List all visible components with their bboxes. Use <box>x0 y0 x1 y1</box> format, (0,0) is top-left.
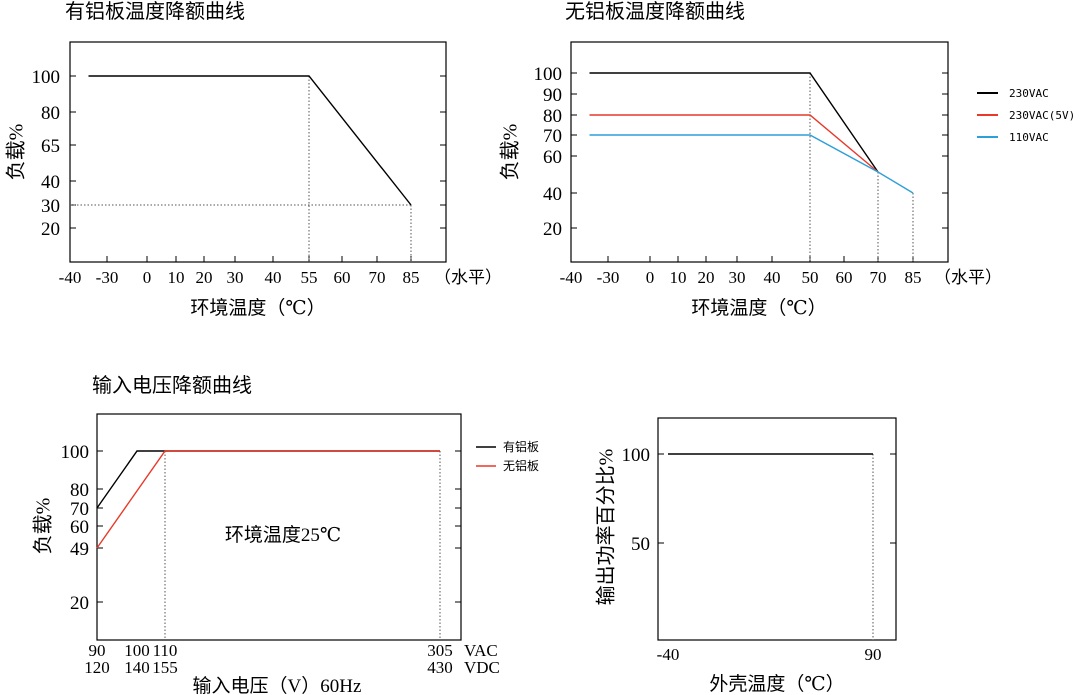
y-tick-label: 100 <box>622 445 651 466</box>
y-tick-label: 80 <box>70 480 89 501</box>
plot-frame <box>69 41 447 263</box>
legend-label: 无铝板 <box>503 458 539 473</box>
series-line <box>589 134 914 194</box>
y-tick-label: 80 <box>41 103 60 124</box>
y-tick-label: 30 <box>41 196 60 217</box>
y-tick-label: 20 <box>41 219 60 240</box>
x-tick-label-vac: 305 <box>427 641 453 660</box>
x-tick-label: 40 <box>265 268 282 287</box>
x-tick-label: 85 <box>403 268 420 287</box>
series-line <box>589 114 879 173</box>
y-tick-label: 50 <box>631 534 650 555</box>
x-tick-label-vac: 110 <box>153 641 178 660</box>
x-tick-label: 55 <box>301 268 318 287</box>
x-tick-label-vdc: 430 <box>427 658 453 677</box>
plot-frame <box>657 417 897 641</box>
chart-title: 有铝板温度降额曲线 <box>65 0 245 23</box>
x-tick-label-vdc: 155 <box>152 658 178 677</box>
x-tick-label: 90 <box>865 645 882 664</box>
x-tick-label: 70 <box>369 268 386 287</box>
legend-label: 230VAC <box>1009 87 1049 100</box>
x-tick-label: 60 <box>836 268 853 287</box>
x-tick-label: 10 <box>670 268 687 287</box>
y-axis-label: 输出功率百分比% <box>595 449 618 606</box>
x-tick-label: 60 <box>334 268 351 287</box>
y-tick-label: 70 <box>543 126 562 147</box>
x-tick-label: -40 <box>59 268 82 287</box>
x-tick-label: 85 <box>905 268 922 287</box>
y-tick-label: 40 <box>41 172 60 193</box>
x-tick-label-vdc: 120 <box>84 658 110 677</box>
x-tick-label-vac: 90 <box>89 641 106 660</box>
y-tick-label: 100 <box>32 67 61 88</box>
x-tick-label: 70 <box>870 268 887 287</box>
y-tick-label: 90 <box>543 85 562 106</box>
x-axis-label: 环境温度（℃） <box>190 297 325 319</box>
x-tick-label-vac: 100 <box>124 641 150 660</box>
x-tick-label: 30 <box>729 268 746 287</box>
y-tick-label: 65 <box>41 136 60 157</box>
x-tick-label-vdc: 140 <box>124 658 150 677</box>
x-tick-label: -40 <box>657 645 680 664</box>
x-axis-label: 环境温度（℃） <box>691 297 826 319</box>
y-tick-label: 49 <box>70 539 89 560</box>
y-tick-label: 100 <box>534 64 563 85</box>
legend-label: 110VAC <box>1009 131 1049 144</box>
x-tick-label: 10 <box>168 268 185 287</box>
x-tick-label: -30 <box>96 268 119 287</box>
x-tick-label: 20 <box>698 268 715 287</box>
y-tick-label: 60 <box>70 517 89 538</box>
y-tick-label: 100 <box>61 442 90 463</box>
y-tick-label: 60 <box>543 147 562 168</box>
x-tick-label: -40 <box>560 268 583 287</box>
y-tick-label: 70 <box>70 499 89 520</box>
plot-frame <box>570 41 949 263</box>
y-tick-label: 20 <box>543 219 562 240</box>
x-unit-vdc: VDC <box>464 658 500 677</box>
chart-title: 输入电压降额曲线 <box>92 374 252 397</box>
x-unit-label: （水平） <box>934 268 1002 287</box>
x-unit-label: （水平） <box>434 268 502 287</box>
series-line <box>88 75 412 206</box>
y-tick-label: 80 <box>543 106 562 127</box>
chart-title: 无铝板温度降额曲线 <box>565 0 745 23</box>
plot-frame <box>96 413 462 641</box>
x-tick-label: 0 <box>646 268 655 287</box>
legend-label: 230VAC(5V) <box>1009 109 1075 122</box>
x-axis-label: 外壳温度（℃） <box>709 673 844 695</box>
x-tick-label: 0 <box>143 268 152 287</box>
y-axis-label: 负载% <box>32 498 55 555</box>
series-line <box>96 450 440 549</box>
x-unit-vac: VAC <box>464 641 498 660</box>
y-tick-label: 40 <box>543 184 562 205</box>
x-tick-label: 20 <box>196 268 213 287</box>
x-tick-label: -30 <box>597 268 620 287</box>
x-axis-label: 输入电压（V）60Hz <box>193 675 362 695</box>
series-line <box>96 450 440 509</box>
y-axis-label: 负载% <box>5 124 28 181</box>
x-tick-label: 50 <box>802 268 819 287</box>
x-tick-label: 40 <box>764 268 781 287</box>
y-tick-label: 20 <box>70 593 89 614</box>
y-axis-label: 负载% <box>499 124 522 181</box>
legend-label: 有铝板 <box>503 439 539 454</box>
annotation: 环境温度25℃ <box>225 524 341 546</box>
x-tick-label: 30 <box>227 268 244 287</box>
series-line <box>589 72 879 173</box>
